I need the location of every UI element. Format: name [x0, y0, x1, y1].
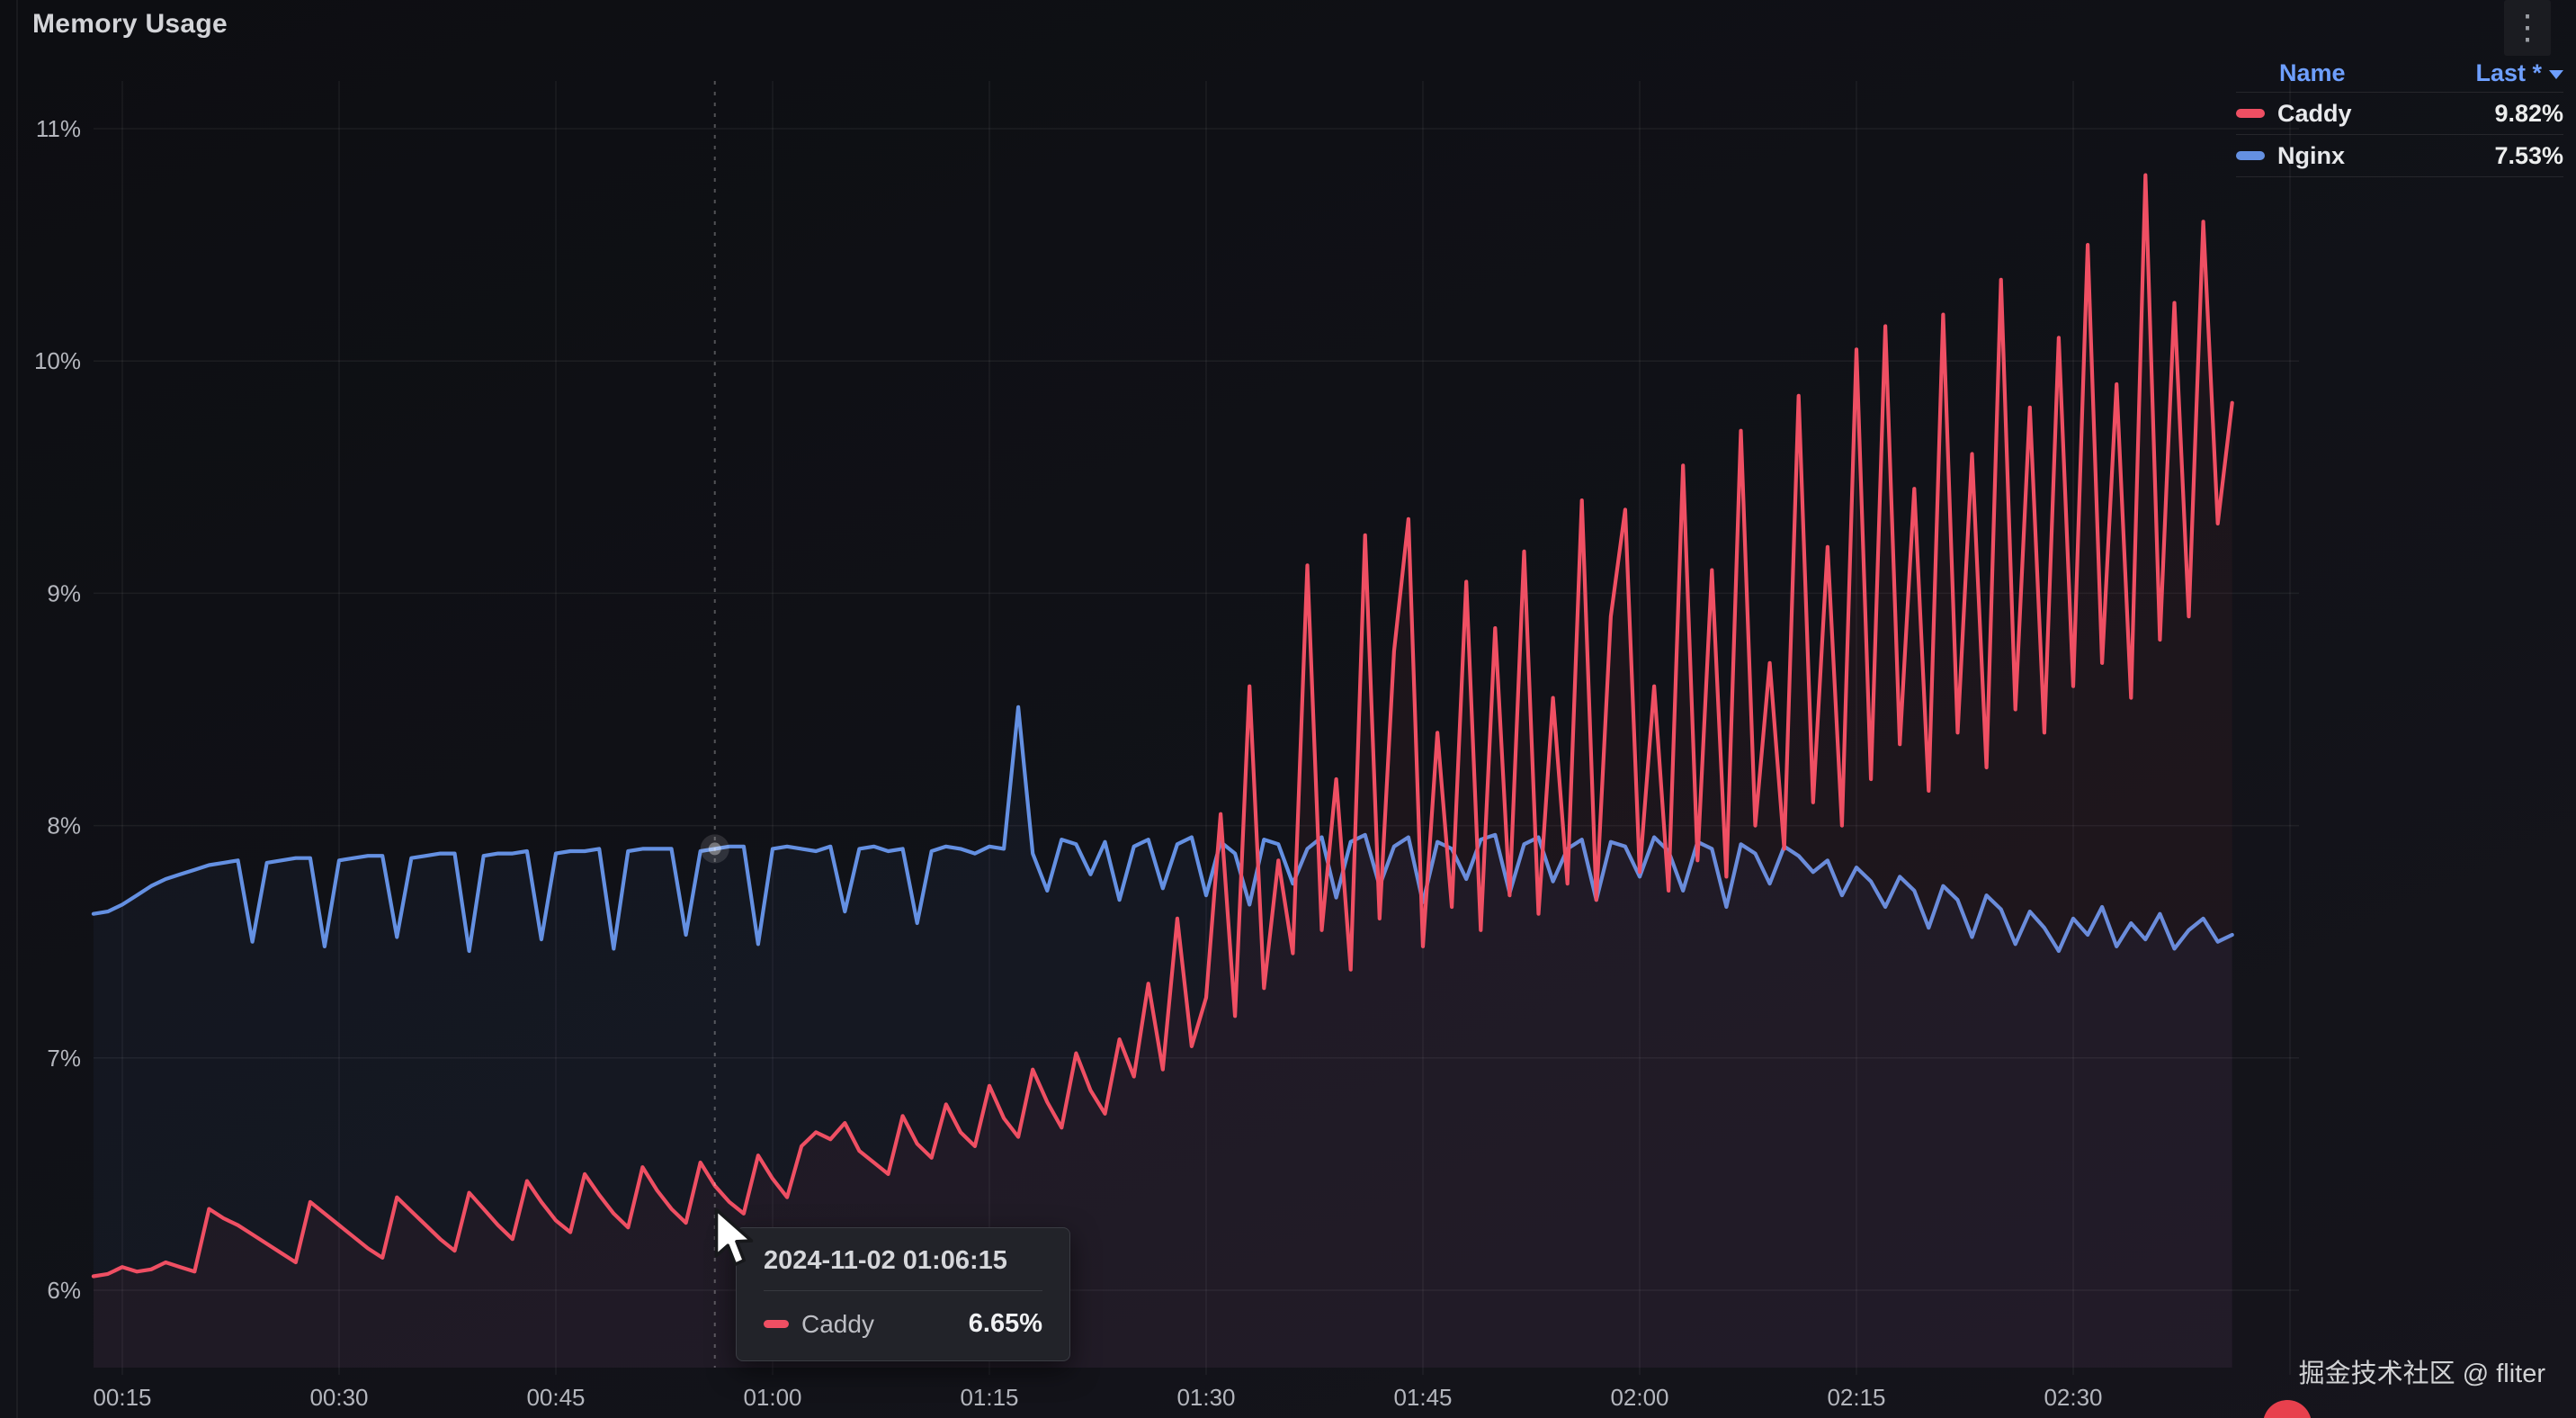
legend-sort-name[interactable]: Name: [2279, 58, 2346, 86]
chevron-down-icon: [2549, 70, 2563, 79]
legend-sort-last[interactable]: Last *: [2475, 59, 2563, 87]
tooltip-series-value: 6.65%: [968, 1309, 1042, 1338]
legend-series-name: Caddy: [2277, 99, 2352, 127]
panel-left-border: [16, 0, 18, 1418]
legend-table: Name Last * Caddy 9.82% Nginx 7.53%: [2236, 54, 2563, 177]
x-axis-label: 02:15: [1827, 1384, 1885, 1411]
legend-series-name: Nginx: [2277, 141, 2346, 169]
tooltip-timestamp: 2024-11-02 01:06:15: [764, 1246, 1042, 1291]
legend-row-caddy[interactable]: Caddy 9.82%: [2236, 93, 2563, 135]
hover-point: [708, 842, 721, 856]
panel-title: Memory Usage: [32, 9, 228, 39]
y-axis-label: 9%: [47, 579, 81, 606]
caddy-series-area: [93, 175, 2232, 1369]
legend-header: Name Last *: [2236, 54, 2563, 93]
legend-row-nginx[interactable]: Nginx 7.53%: [2236, 135, 2563, 177]
watermark: 掘金技术社区 @ fliter: [2298, 1360, 2545, 1388]
nginx-series-line: [91, 705, 2234, 954]
caddy-series-swatch: [764, 1320, 789, 1328]
x-axis-label: 01:30: [1176, 1384, 1235, 1411]
tooltip-series-name: Caddy: [801, 1309, 874, 1338]
legend-series-value: 9.82%: [2494, 99, 2563, 127]
x-axis-label: 01:45: [1393, 1384, 1452, 1411]
panel-menu-button[interactable]: ⋮: [2504, 0, 2551, 56]
x-axis-label: 01:15: [960, 1384, 1018, 1411]
legend-series-value: 7.53%: [2494, 141, 2563, 169]
hover-point-glow: [700, 834, 729, 864]
red-dot-indicator: [2263, 1400, 2312, 1418]
tooltip-series-row: Caddy 6.65%: [764, 1309, 1042, 1339]
hover-tooltip: 2024-11-02 01:06:15 Caddy 6.65%: [736, 1227, 1070, 1361]
nginx-series-area: [93, 706, 2232, 1368]
x-axis-label: 00:15: [93, 1384, 151, 1411]
nginx-series-swatch: [2236, 151, 2265, 160]
y-axis-label: 6%: [47, 1277, 81, 1304]
y-axis-label: 10%: [34, 347, 81, 374]
x-axis-label: 00:45: [526, 1384, 585, 1411]
x-axis-label: 01:00: [743, 1384, 801, 1411]
kebab-menu-icon: ⋮: [2510, 9, 2545, 47]
mouse-cursor-icon: [714, 1208, 754, 1267]
y-axis-label: 11%: [36, 115, 81, 142]
x-axis-label: 00:30: [309, 1384, 368, 1411]
y-axis-label: 8%: [47, 812, 81, 839]
caddy-series-line: [91, 173, 2234, 1279]
y-axis-label: 7%: [47, 1045, 81, 1072]
x-axis-label: 02:30: [2044, 1384, 2102, 1411]
caddy-series-swatch: [2236, 109, 2265, 118]
x-axis-label: 02:00: [1610, 1384, 1668, 1411]
